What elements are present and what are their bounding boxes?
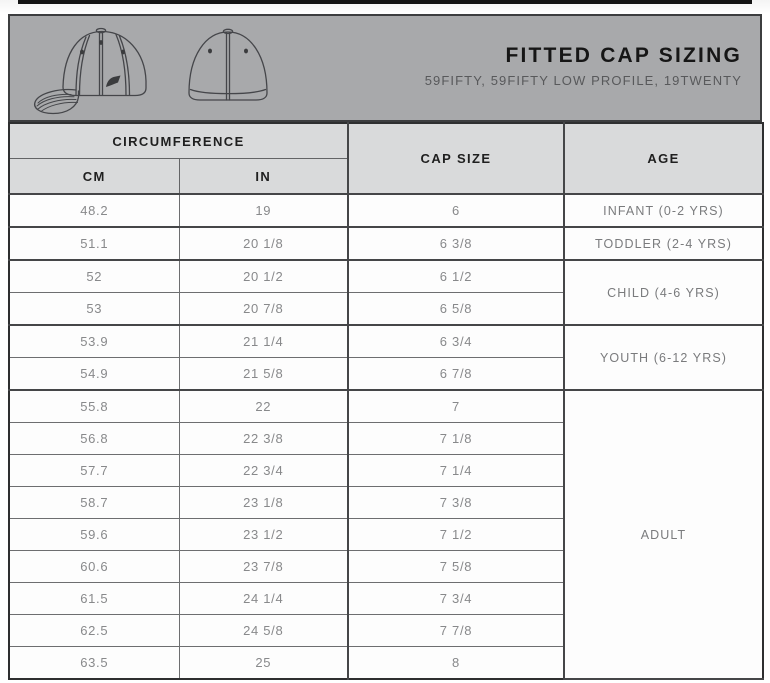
table-row: 51.1 20 1/8 6 3/8 TODDLER (2-4 YRS) [9, 227, 763, 261]
cm-value: 56.8 [9, 422, 180, 455]
cap-size-value: 6 3/8 [348, 227, 565, 261]
cap-size-value: 7 [348, 390, 565, 423]
age-group-label: TODDLER (2-4 YRS) [564, 227, 763, 261]
cm-value: 53.9 [9, 325, 180, 358]
in-value: 22 [179, 390, 349, 423]
cm-value: 61.5 [9, 582, 180, 615]
table-row: 53 20 7/8 6 5/8 [9, 292, 763, 326]
column-header-cap-size: CAP SIZE [348, 123, 565, 195]
in-value: 22 3/8 [179, 422, 349, 455]
in-value: 20 1/2 [179, 260, 349, 293]
page-subtitle: 59FIFTY, 59FIFTY LOW PROFILE, 19TWENTY [424, 73, 742, 89]
in-value: 24 1/4 [179, 582, 349, 615]
cm-value: 52 [9, 260, 180, 293]
cap-size-value: 6 [348, 194, 565, 228]
cap-size-value: 7 1/2 [348, 518, 565, 551]
cap-size-value: 7 7/8 [348, 614, 565, 647]
in-value: 23 1/2 [179, 518, 349, 551]
column-header-circumference: CIRCUMFERENCE [9, 123, 349, 159]
top-bar-decoration [18, 0, 752, 4]
cap-size-value: 7 1/4 [348, 454, 565, 487]
header-row-top: CIRCUMFERENCE CAP SIZE AGE [9, 123, 763, 195]
in-value: 22 3/4 [179, 454, 349, 487]
cap-size-value: 7 3/8 [348, 486, 565, 519]
cm-value: 58.7 [9, 486, 180, 519]
table-row: 61.5 24 1/4 7 3/4 [9, 582, 763, 615]
column-header-age: AGE [564, 123, 763, 195]
cap-size-value: 7 1/8 [348, 422, 565, 455]
cap-size-value: 6 1/2 [348, 260, 565, 293]
in-value: 19 [179, 194, 349, 228]
table-row: 60.6 23 7/8 7 5/8 [9, 550, 763, 583]
in-value: 24 5/8 [179, 614, 349, 647]
table-row: 56.8 22 3/8 7 1/8 [9, 422, 763, 455]
cap-size-value: 7 5/8 [348, 550, 565, 583]
in-value: 20 7/8 [179, 292, 349, 326]
cm-value: 54.9 [9, 357, 180, 391]
sizing-table: CIRCUMFERENCE CAP SIZE AGE CM IN 48.2 19… [8, 122, 764, 680]
column-header-cm: CM [9, 158, 180, 195]
table-row: 55.8 22 7 ADULT [9, 390, 763, 680]
age-group-label: INFANT (0-2 YRS) [564, 194, 763, 228]
table-row: 58.7 23 1/8 7 3/8 [9, 486, 763, 519]
in-value: 21 1/4 [179, 325, 349, 358]
cm-value: 53 [9, 292, 180, 326]
in-value: 21 5/8 [179, 357, 349, 391]
in-value: 23 1/8 [179, 486, 349, 519]
in-value: 23 7/8 [179, 550, 349, 583]
cm-value: 59.6 [9, 518, 180, 551]
table-row: 54.9 21 5/8 6 7/8 [9, 357, 763, 391]
cap-side-view-icon [34, 27, 147, 115]
header-titles: FITTED CAP SIZING 59FIFTY, 59FIFTY LOW P… [425, 44, 742, 88]
in-value: 20 1/8 [179, 227, 349, 261]
cm-value: 48.2 [9, 194, 180, 228]
cm-value: 51.1 [9, 227, 180, 261]
table-row: 63.5 25 8 [9, 646, 763, 680]
table-row: 53.9 21 1/4 6 3/4 YOUTH (6-12 YRS) [9, 325, 763, 391]
cap-back-view-icon [188, 28, 268, 101]
cap-size-value: 6 5/8 [348, 292, 565, 326]
cap-size-value: 8 [348, 646, 565, 680]
column-header-in: IN [179, 158, 349, 195]
age-group-label: ADULT [564, 390, 763, 680]
cm-value: 62.5 [9, 614, 180, 647]
cm-value: 60.6 [9, 550, 180, 583]
table-row: 59.6 23 1/2 7 1/2 [9, 518, 763, 551]
page-title: FITTED CAP SIZING [505, 43, 742, 67]
cap-size-value: 6 7/8 [348, 357, 565, 391]
in-value: 25 [179, 646, 349, 680]
cm-value: 63.5 [9, 646, 180, 680]
table-row: 57.7 22 3/4 7 1/4 [9, 454, 763, 487]
cap-illustrations [30, 25, 276, 117]
age-group-label: YOUTH (6-12 YRS) [564, 325, 763, 391]
header-panel: FITTED CAP SIZING 59FIFTY, 59FIFTY LOW P… [8, 14, 762, 122]
table-row: 52 20 1/2 6 1/2 CHILD (4-6 YRS) [9, 260, 763, 326]
cm-value: 55.8 [9, 390, 180, 423]
age-group-label: CHILD (4-6 YRS) [564, 260, 763, 326]
table-row: 62.5 24 5/8 7 7/8 [9, 614, 763, 647]
cm-value: 57.7 [9, 454, 180, 487]
cap-size-value: 7 3/4 [348, 582, 565, 615]
header-row-units: CM IN [9, 158, 763, 195]
cap-size-value: 6 3/4 [348, 325, 565, 358]
table-row: 48.2 19 6 INFANT (0-2 YRS) [9, 194, 763, 228]
